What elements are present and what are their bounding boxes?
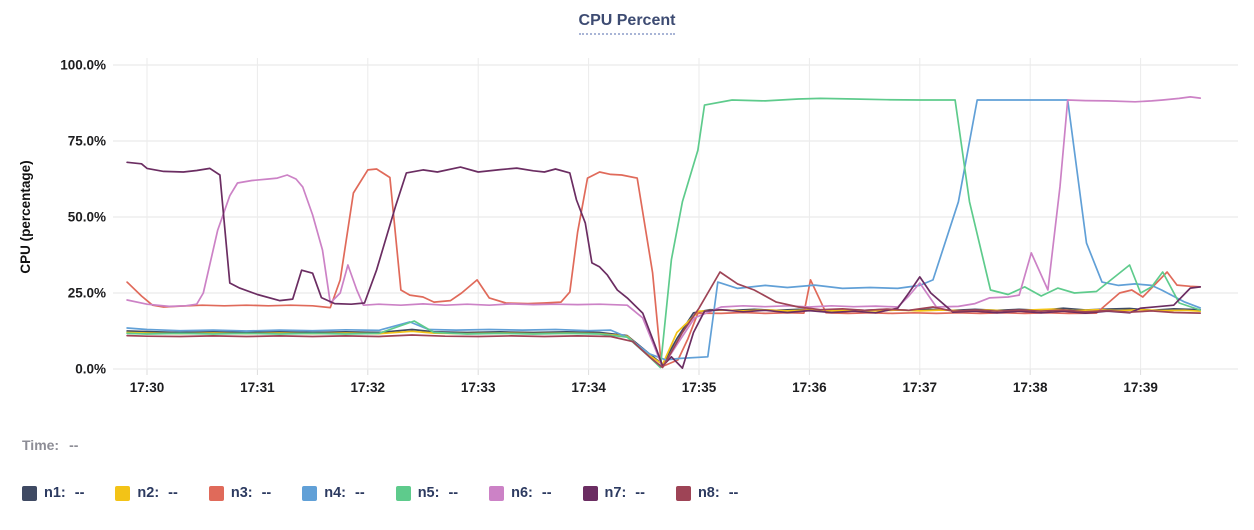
chart-title-wrap: CPU Percent: [0, 12, 1254, 35]
legend-series-value: --: [261, 485, 272, 501]
chart-plot-area[interactable]: 17:30 17:31 17:32 17:33 17:34 17:35 17:36 17:37…: [0, 0, 1254, 412]
x-tick-label: 17:34: [571, 380, 606, 395]
legend-series-value: --: [635, 485, 645, 501]
legend-series-label: n2:: [137, 485, 160, 501]
legend-series-label: n5:: [417, 485, 440, 501]
x-tick-label: 17:39: [1123, 380, 1158, 395]
legend-series-value: --: [74, 485, 85, 501]
chart-title[interactable]: CPU Percent: [578, 12, 676, 35]
legend-series-value: --: [728, 485, 739, 501]
legend-swatch: [582, 485, 598, 501]
legend-item-n4[interactable]: n4: --: [302, 485, 365, 501]
time-value: --: [69, 437, 79, 453]
legend-series-label: n1:: [44, 485, 66, 501]
legend-swatch: [115, 485, 131, 501]
chart-legend: n1: -- n2: -- n3: -- n4: -- n5: -- n6:: [22, 485, 738, 501]
series-line-n5: [126, 97, 1202, 369]
legend-series-value: --: [448, 485, 459, 501]
x-tick-label: 17:35: [682, 380, 717, 395]
y-tick-label: 75.0%: [68, 134, 106, 149]
legend-item-n8[interactable]: n8: --: [675, 485, 739, 501]
series-line-n7: [126, 161, 1202, 369]
x-tick-label: 17:38: [1013, 380, 1048, 395]
legend-swatch: [675, 485, 691, 501]
legend-series-label: n6:: [511, 485, 533, 501]
legend-series-label: n3:: [230, 485, 253, 501]
legend-swatch: [489, 485, 505, 501]
legend-series-label: n4:: [324, 485, 347, 501]
legend-swatch: [208, 485, 224, 501]
legend-item-n5[interactable]: n5: --: [395, 485, 459, 501]
legend-series-value: --: [541, 485, 552, 501]
legend-swatch: [302, 485, 318, 501]
series-line-n6: [126, 96, 1202, 368]
time-label: Time:: [22, 437, 60, 453]
legend-series-label: n8:: [697, 485, 720, 501]
time-readout-row: Time: --: [22, 437, 78, 453]
x-tick-label: 17:36: [792, 380, 827, 395]
legend-series-value: --: [355, 485, 365, 501]
series-line-n8: [126, 271, 1202, 369]
y-tick-label: 50.0%: [68, 210, 106, 225]
y-tick-label: 0.0%: [75, 362, 106, 377]
legend-item-n7[interactable]: n7: --: [582, 485, 645, 501]
legend-item-n1[interactable]: n1: --: [22, 485, 84, 501]
legend-series-label: n7:: [604, 485, 627, 501]
legend-item-n2[interactable]: n2: --: [115, 485, 178, 501]
legend-swatch: [395, 485, 411, 501]
y-axis-title: CPU (percentage): [18, 160, 33, 273]
y-tick-label: 100.0%: [60, 58, 106, 73]
legend-series-value: --: [168, 485, 178, 501]
series-line-n4: [126, 99, 1202, 361]
x-tick-label: 17:30: [130, 380, 165, 395]
legend-item-n6[interactable]: n6: --: [489, 485, 552, 501]
legend-swatch: [22, 485, 37, 501]
x-tick-label: 17:37: [903, 380, 938, 395]
x-tick-label: 17:33: [461, 380, 496, 395]
legend-item-n3[interactable]: n3: --: [208, 485, 272, 501]
x-tick-label: 17:31: [240, 380, 275, 395]
x-tick-label: 17:32: [351, 380, 386, 395]
y-tick-label: 25.0%: [68, 286, 106, 301]
